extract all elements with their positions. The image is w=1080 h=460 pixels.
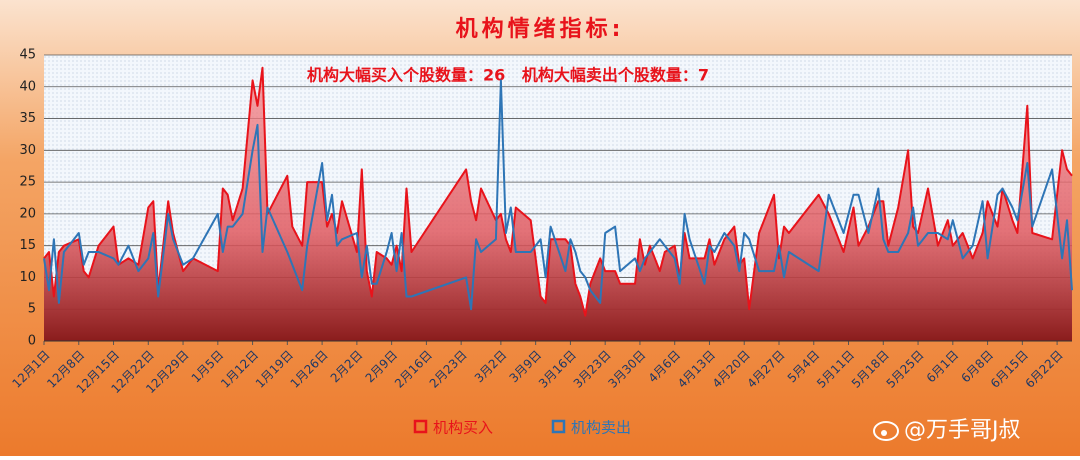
y-tick-label: 20 xyxy=(19,206,36,221)
legend-swatch xyxy=(413,419,428,434)
y-tick-label: 10 xyxy=(19,270,36,285)
legend-label: 机构买入 xyxy=(433,419,493,437)
y-tick-label: 15 xyxy=(19,238,36,253)
y-tick-label: 45 xyxy=(19,48,36,63)
y-tick-label: 30 xyxy=(19,143,36,158)
legend-label: 机构卖出 xyxy=(571,419,631,437)
legend-swatch xyxy=(551,419,566,434)
chart-title: 机构情绪指标: xyxy=(456,16,625,42)
area xyxy=(44,67,1072,341)
y-tick-label: 0 xyxy=(28,334,36,349)
annotation: 机构大幅买入个股数量：26 机构大幅卖出个股数量：7 xyxy=(307,66,709,85)
watermark-icon xyxy=(873,421,899,441)
y-tick-label: 40 xyxy=(19,79,36,94)
y-tick-label: 5 xyxy=(28,302,36,317)
watermark: @万手哥J叔 xyxy=(904,418,1021,443)
line xyxy=(43,66,1073,317)
y-tick-label: 25 xyxy=(19,175,36,190)
line xyxy=(43,79,1073,311)
y-tick-label: 35 xyxy=(19,111,36,126)
